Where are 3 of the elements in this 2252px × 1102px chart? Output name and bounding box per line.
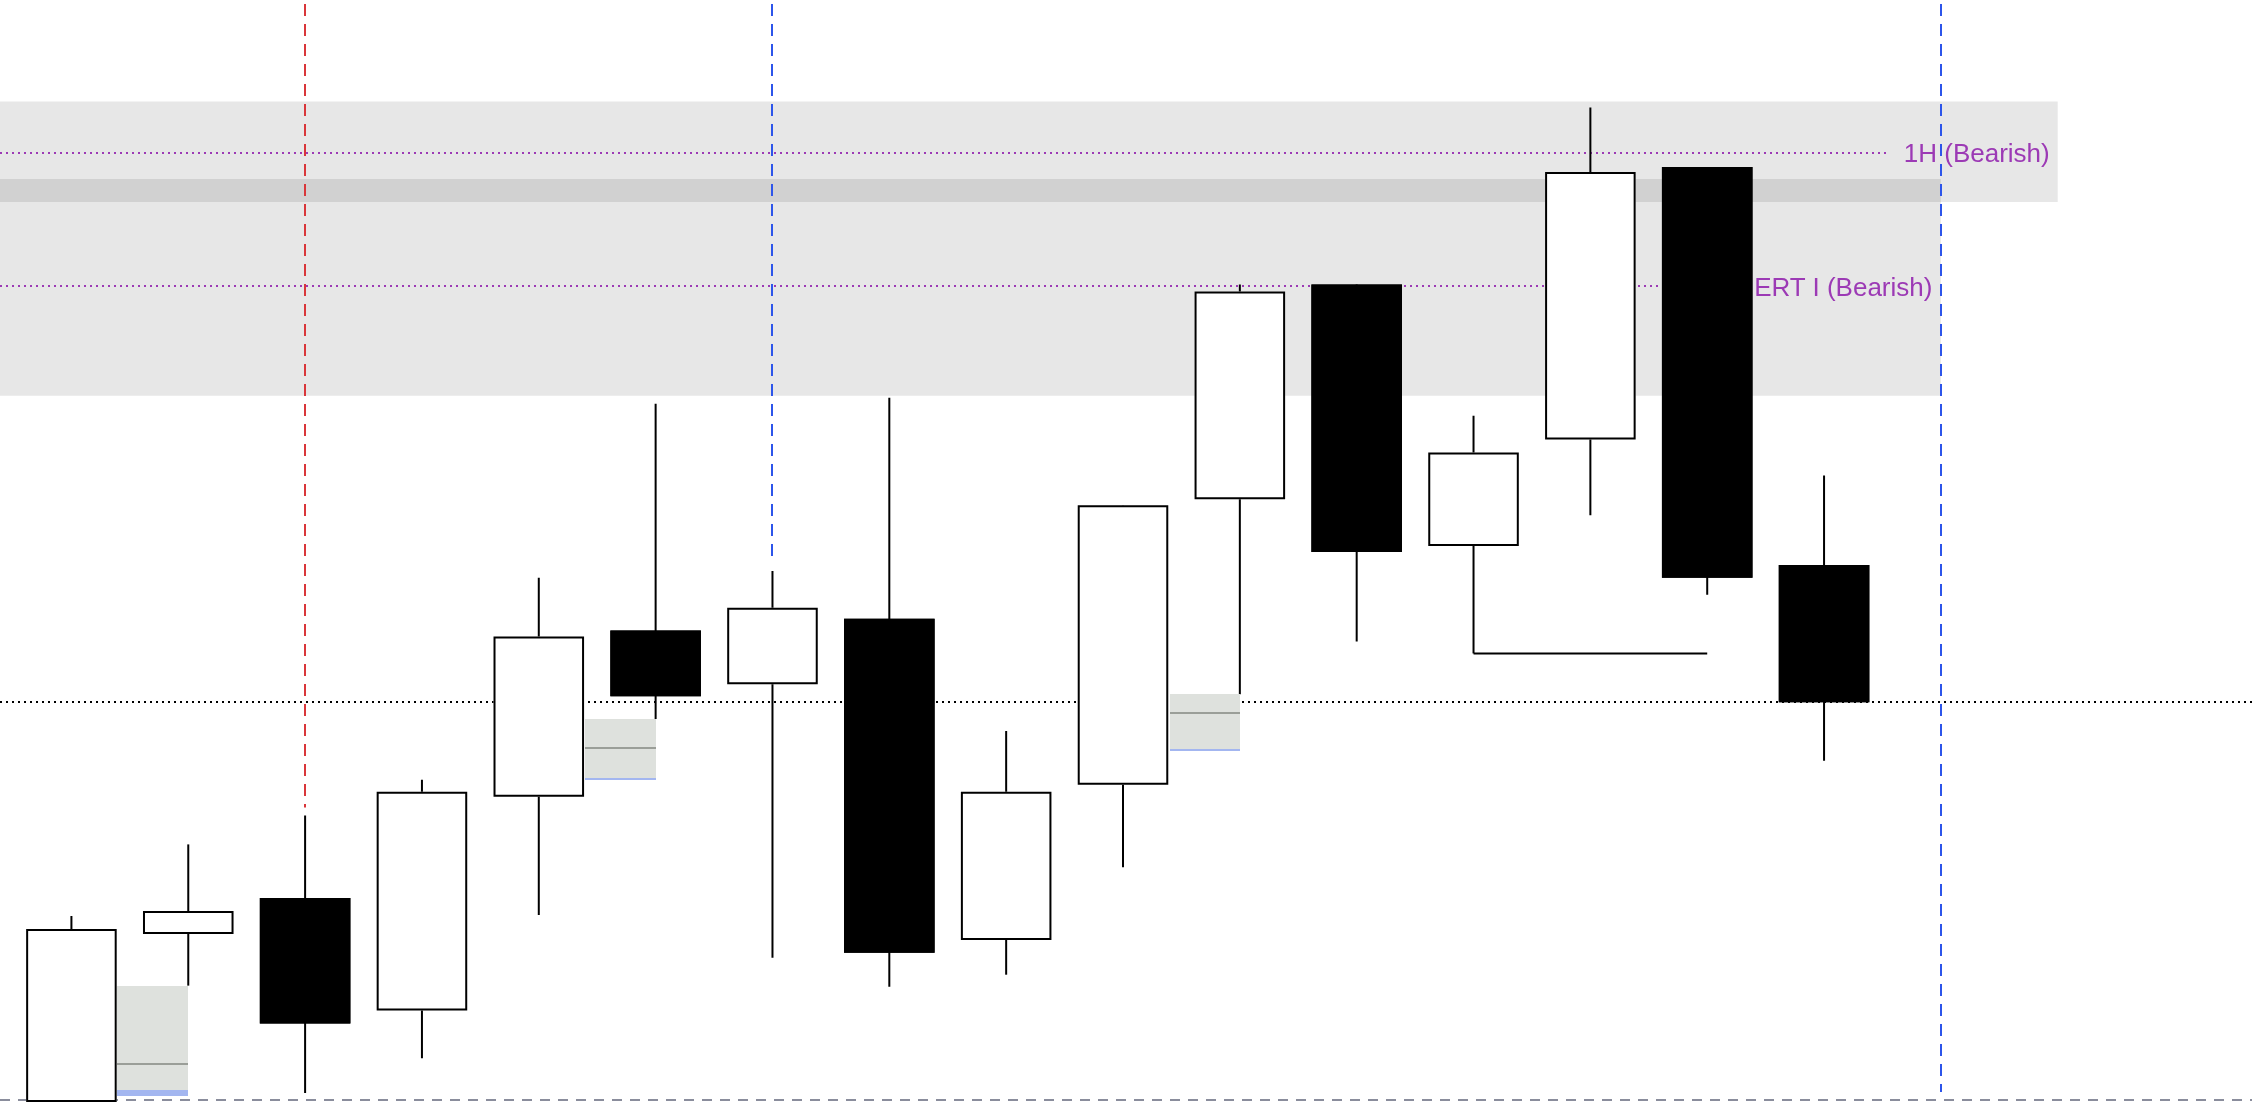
candlestick [142,843,234,987]
ref-line-label: 1H (Bearish) [1903,138,2050,169]
ref-line-label: ERT I (Bearish) [1754,271,1933,302]
